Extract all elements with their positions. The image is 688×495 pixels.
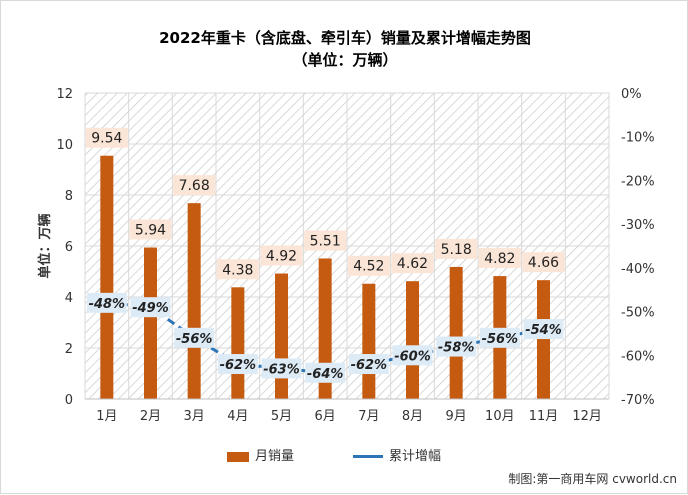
bar xyxy=(406,281,419,399)
bar-label-bg xyxy=(347,255,390,276)
x-tick-label: 11月 xyxy=(529,409,559,424)
x-tick-label: 12月 xyxy=(572,409,602,424)
y-right-tick-label: -10% xyxy=(621,131,655,146)
legend-label-line: 累计增幅 xyxy=(389,449,442,464)
x-tick-label: 2月 xyxy=(140,409,161,424)
y-left-tick-label: 10 xyxy=(56,138,73,153)
line-data-label: -64% xyxy=(307,367,344,382)
line-label-bg xyxy=(523,319,564,340)
bar xyxy=(537,280,550,399)
chart-subtitle: （单位：万辆） xyxy=(292,51,398,69)
bar-label-bg xyxy=(129,219,172,240)
line-label-bg xyxy=(436,336,477,357)
bar-label-bg xyxy=(85,127,128,148)
line-data-label: -56% xyxy=(482,332,519,347)
legend-label-bar: 月销量 xyxy=(255,449,295,464)
line-data-label: -63% xyxy=(263,362,300,377)
y-left-tick-label: 4 xyxy=(65,291,73,306)
bar-label-bg xyxy=(260,245,303,266)
bar xyxy=(362,283,376,399)
y-right-tick-label: -60% xyxy=(621,349,655,364)
legend-swatch-line xyxy=(353,455,383,458)
y-right-tick-label: 0% xyxy=(621,87,642,102)
y-left-tick-label: 12 xyxy=(56,87,73,102)
y-left-tick-label: 8 xyxy=(65,189,73,204)
bar-data-label: 5.51 xyxy=(310,233,341,249)
bar xyxy=(275,273,288,399)
x-tick-label: 9月 xyxy=(446,409,467,424)
x-tick-label: 3月 xyxy=(184,409,205,424)
y-right-tick-label: -40% xyxy=(621,262,655,277)
bar-label-bg xyxy=(435,238,478,259)
legend-item-line: 累计增幅 xyxy=(353,445,441,464)
bar xyxy=(100,155,114,399)
bar xyxy=(187,203,201,399)
bar-label-bg xyxy=(304,230,347,251)
x-tick-label: 8月 xyxy=(402,409,423,424)
bar-data-label: 4.52 xyxy=(353,259,384,275)
line-label-bg xyxy=(261,358,302,379)
source-note: 制图:第一商用车网 cvworld.cn xyxy=(508,472,677,486)
x-tick-label: 6月 xyxy=(315,409,336,424)
x-tick-label: 5月 xyxy=(271,409,292,424)
bar-label-bg xyxy=(391,253,434,274)
bar-label-bg xyxy=(478,248,521,269)
y-right-tick-label: -70% xyxy=(621,393,655,408)
x-tick-label: 7月 xyxy=(358,409,379,424)
bar-data-label: 9.54 xyxy=(91,131,122,147)
line-label-bg xyxy=(86,292,127,313)
line-label-bg xyxy=(130,297,171,318)
line-data-label: -48% xyxy=(89,297,126,312)
x-tick-label: 10月 xyxy=(485,409,515,424)
bar-data-label: 4.66 xyxy=(528,255,559,271)
x-tick-label: 1月 xyxy=(96,409,117,424)
line-data-label: -62% xyxy=(351,358,388,373)
bar-data-label: 5.94 xyxy=(135,223,166,239)
bar-label-bg xyxy=(173,175,216,196)
legend-item-bar: 月销量 xyxy=(227,445,294,464)
y-axis-label: 单位：万辆 xyxy=(37,213,53,278)
y-left-tick-label: 6 xyxy=(65,240,73,255)
bar-label-bg xyxy=(216,259,259,280)
chart-title: 2022年重卡（含底盘、牵引车）销量及累计增幅走势图 xyxy=(159,29,531,47)
line-label-bg xyxy=(392,345,433,366)
line-label-bg xyxy=(479,327,520,348)
line-data-label: -49% xyxy=(132,301,169,316)
line-label-bg xyxy=(174,327,215,348)
y-right-tick-label: -20% xyxy=(621,174,655,189)
y-left-tick-label: 0 xyxy=(65,393,73,408)
legend-swatch-bar xyxy=(227,451,249,462)
bar-data-label: 4.82 xyxy=(484,251,515,267)
y-left-tick-label: 2 xyxy=(65,342,73,357)
bar-data-label: 7.68 xyxy=(179,178,210,194)
line-data-label: -54% xyxy=(525,323,562,338)
line-data-label: -58% xyxy=(438,341,475,356)
y-right-tick-label: -50% xyxy=(621,306,655,321)
bar-data-label: 4.38 xyxy=(222,262,253,278)
bar-data-label: 5.18 xyxy=(441,242,472,258)
bar-data-label: 4.62 xyxy=(397,256,428,272)
x-tick-label: 4月 xyxy=(227,409,248,424)
line-label-bg xyxy=(348,354,389,375)
bar xyxy=(231,287,245,399)
y-right-tick-label: -30% xyxy=(621,218,655,233)
bar xyxy=(449,266,463,399)
bar xyxy=(144,247,157,399)
line-data-label: -60% xyxy=(394,349,431,364)
line-label-bg xyxy=(217,354,258,375)
bar-label-bg xyxy=(522,252,565,273)
line-label-bg xyxy=(305,362,346,383)
bar-data-label: 4.92 xyxy=(266,249,297,265)
line-data-label: -62% xyxy=(220,358,257,373)
line-data-label: -56% xyxy=(176,332,213,347)
